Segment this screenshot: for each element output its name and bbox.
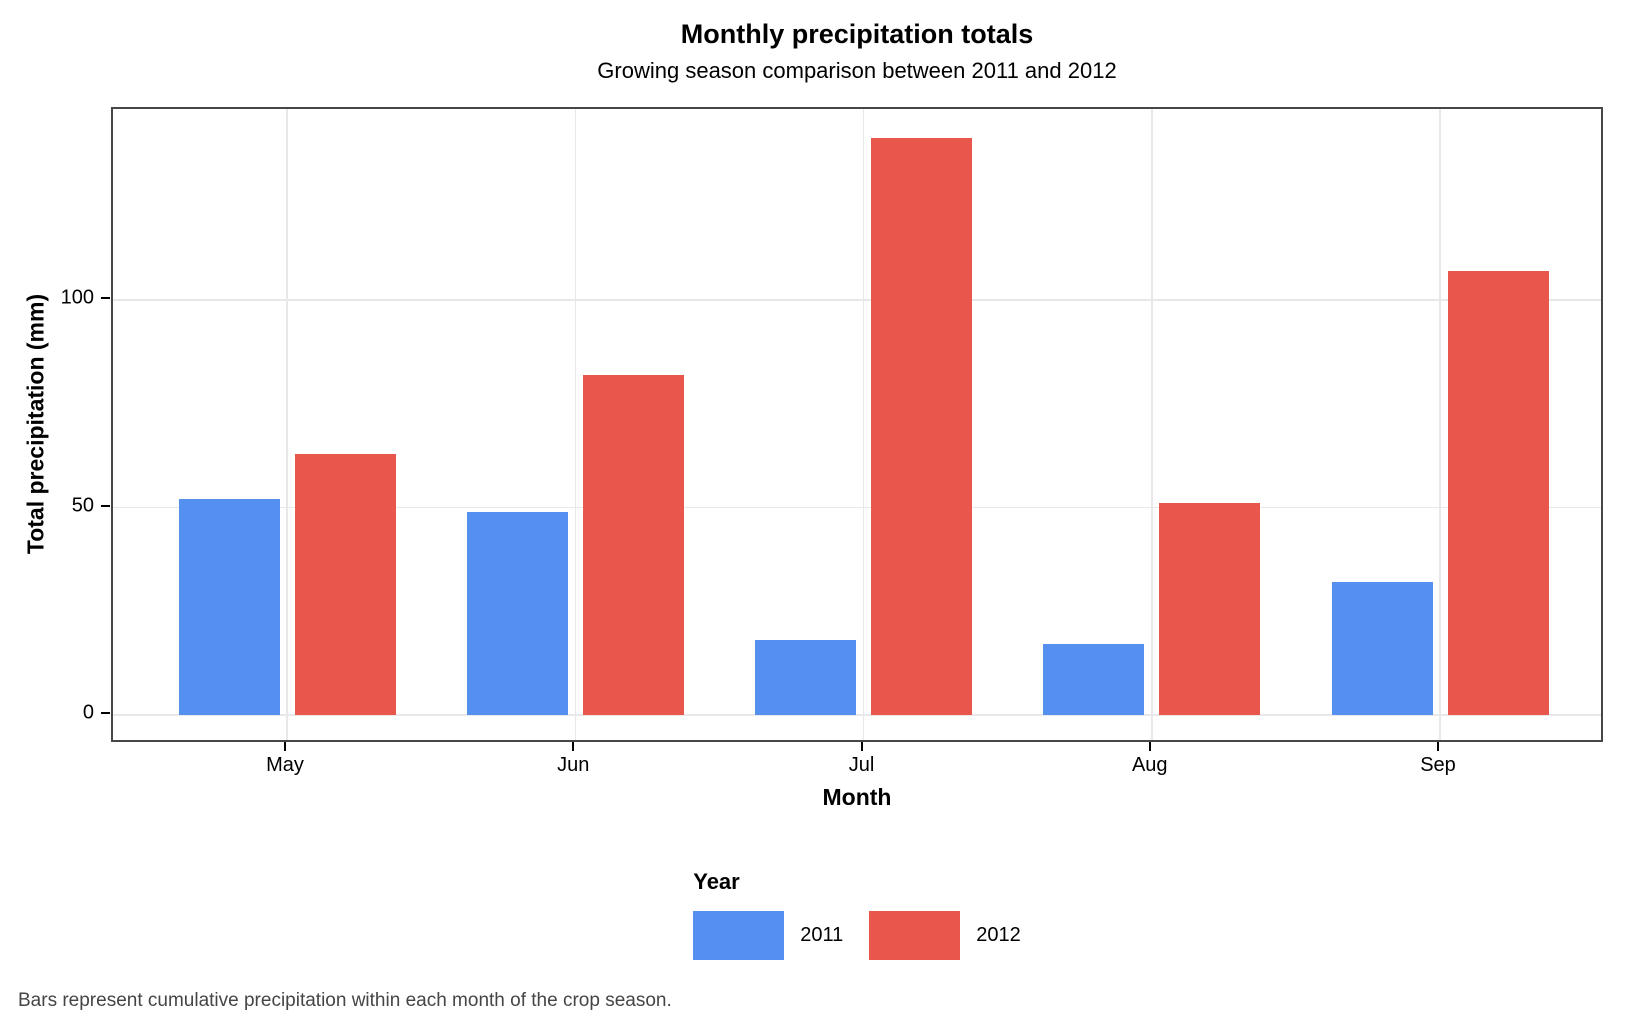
y-tick-label: 50 [71,494,94,516]
x-tick-mark [1437,742,1439,751]
chart-caption: Bars represent cumulative precipitation … [18,990,672,1011]
bar-2011-Aug [1043,644,1145,715]
legend-label-2012: 2012 [976,924,1021,946]
legend-swatch-2012 [869,911,961,960]
chart-subtitle: Growing season comparison between 2011 a… [597,58,1117,83]
legend-title: Year [693,869,740,894]
bar-2012-Jun [582,374,684,715]
plot-panel [111,107,1603,742]
legend-row: 2011 2012 [693,911,1021,960]
x-tick-label: Jul [848,754,875,776]
legend-inner: Year 2011 2012 [693,869,1021,960]
x-tick-label: Aug [1131,754,1168,776]
legend-swatch-2011 [693,911,785,960]
y-gridline [113,506,1601,509]
legend-label-2011: 2011 [800,924,844,946]
legend: Year 2011 2012 [111,869,1603,960]
bar-2011-May [178,499,280,715]
x-tick-label: Sep [1420,754,1456,776]
chart-title: Monthly precipitation totals [680,19,1034,49]
x-tick-label: Jun [557,754,590,776]
x-tick-mark [284,742,286,751]
y-tick-label: 0 [82,701,94,724]
x-gridline [1439,109,1441,740]
x-tick-label: May [266,754,304,776]
bar-2011-Jun [466,511,568,715]
y-tick-mark [101,504,110,507]
y-tick-mark [101,297,110,299]
x-tick-mark [860,742,863,751]
x-gridline [574,109,576,740]
x-axis-title: Month [822,784,892,810]
x-gridline [862,109,865,740]
x-tick-mark [1148,742,1151,751]
y-gridline [113,299,1601,301]
x-gridline [286,109,288,740]
bar-2011-Jul [755,640,856,715]
bar-2012-Jul [871,138,972,715]
bar-2011-Sep [1331,582,1433,715]
x-tick-mark [572,742,575,751]
y-gridline [113,714,1601,716]
y-tick-label: 100 [60,286,94,309]
x-gridline [1151,109,1153,740]
y-tick-mark [101,712,110,714]
bar-2012-Sep [1447,270,1549,715]
bar-2012-Aug [1159,503,1261,715]
bar-2012-May [294,453,396,715]
